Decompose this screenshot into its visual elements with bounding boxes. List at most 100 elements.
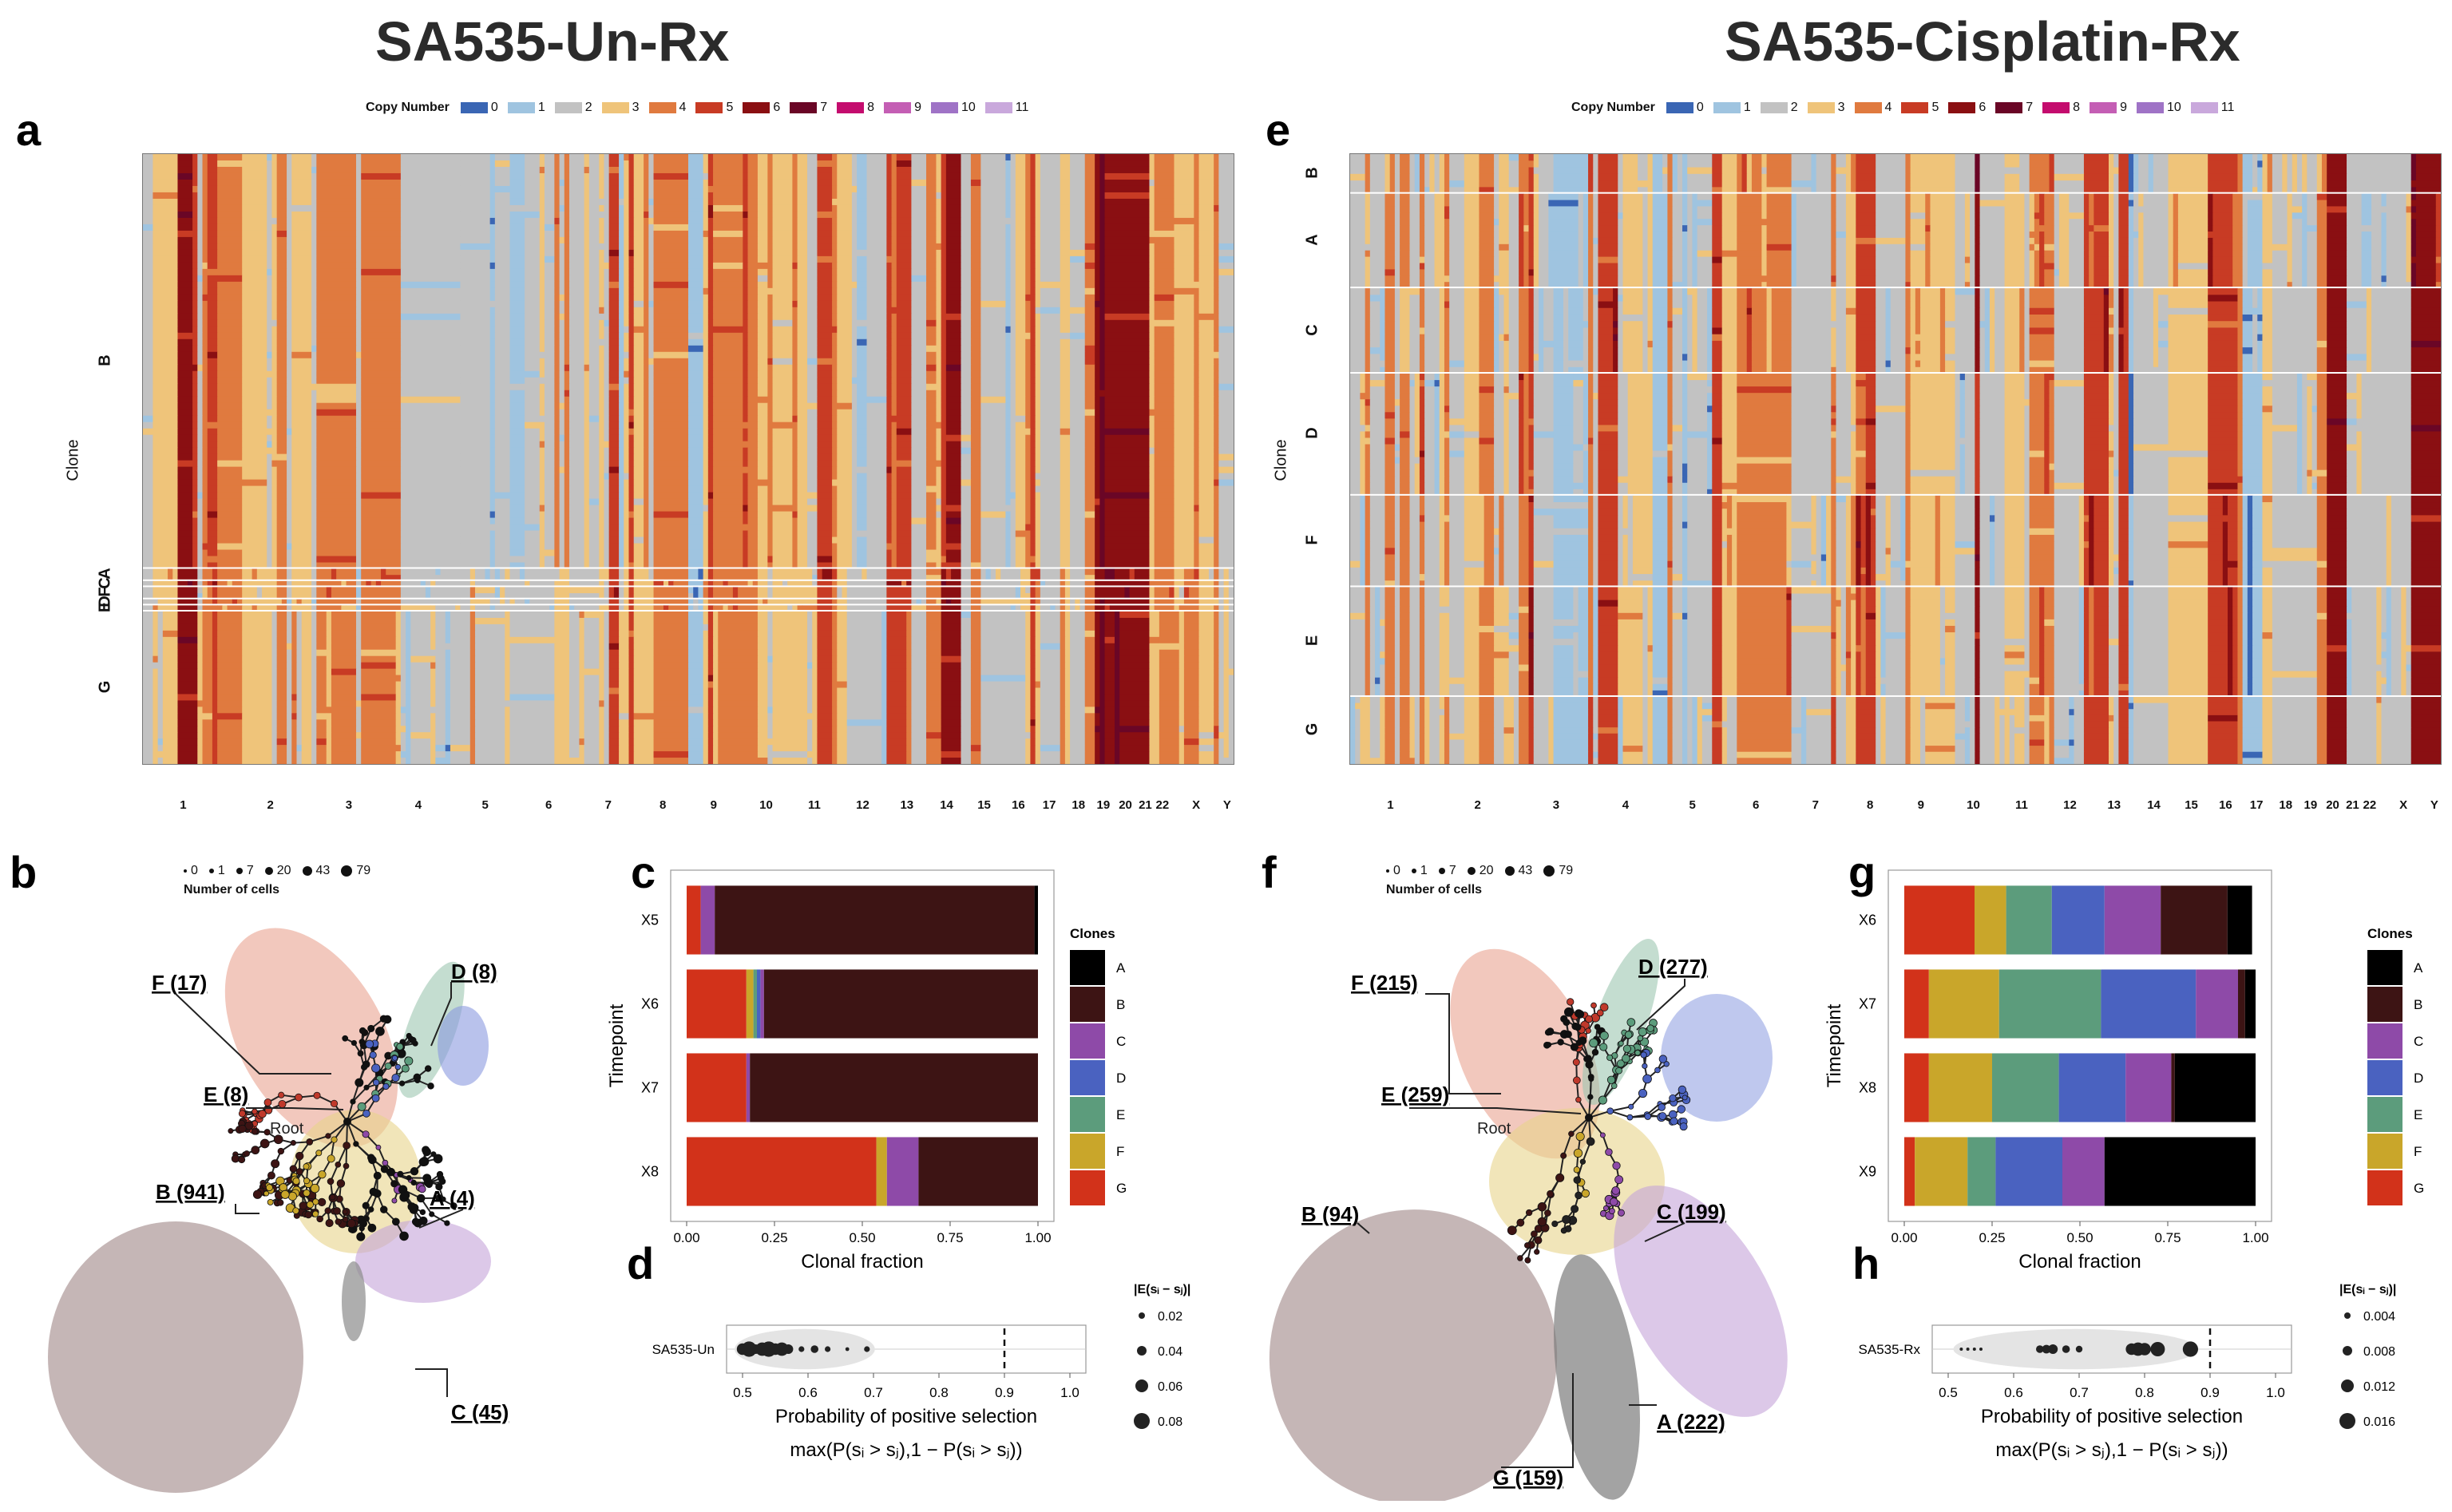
tree-legend-right: 0 1 7 20 43 79 Number of cells xyxy=(1386,864,1573,897)
tree-node xyxy=(263,1129,271,1136)
tree-node xyxy=(1579,1158,1586,1165)
x-tick-label: 0.75 xyxy=(2154,1230,2181,1245)
tree-node xyxy=(1524,1242,1531,1249)
tree-node xyxy=(1557,1039,1564,1046)
tree-node xyxy=(401,1190,410,1200)
selection-plot-d: SA535-Un 0.5 0.6 0.7 0.8 0.9 1.0 Probability of… xyxy=(652,1283,1191,1461)
tree-node xyxy=(362,1060,370,1068)
category-label: X5 xyxy=(641,912,659,928)
tree-node xyxy=(1555,1173,1565,1182)
copy-number-level-label: 11 xyxy=(2220,101,2235,114)
selection-point xyxy=(2036,1345,2044,1353)
x-tick-label: 0.5 xyxy=(733,1385,752,1400)
clones-legend-label: E xyxy=(1116,1107,1125,1122)
copy-number-swatch-1 xyxy=(1713,102,1741,113)
selection-point xyxy=(2062,1345,2070,1353)
selection-point xyxy=(1966,1348,1970,1351)
size-legend-title: |E(sᵢ − sⱼ)| xyxy=(2339,1283,2396,1296)
bar-segment-X6-D xyxy=(2051,885,2105,955)
bar-segment-X7-C xyxy=(2196,969,2238,1039)
tree-label-B: B (94) xyxy=(1301,1202,1359,1226)
tree-node xyxy=(238,1156,246,1164)
clone-region-D xyxy=(1661,994,1773,1122)
tree-node xyxy=(1669,1094,1677,1102)
tree-node xyxy=(348,1226,355,1233)
tree-node xyxy=(1573,1148,1583,1158)
tree-size-label: 0 xyxy=(191,864,198,877)
clones-legend-swatch-F xyxy=(2367,1134,2402,1169)
y-axis-label: Timepoint xyxy=(1824,1003,1845,1087)
title-left: SA535-Un-Rx xyxy=(375,10,730,73)
bar-segment-X9-F xyxy=(1915,1137,1968,1206)
tree-node xyxy=(1611,1186,1620,1195)
tree-node xyxy=(1560,1227,1567,1234)
x-axis-formula: max(P(sᵢ > sⱼ),1 − P(sᵢ > sⱼ)) xyxy=(1995,1439,2228,1461)
heatmap-clone-block-G xyxy=(1350,696,2441,764)
tree-size-label: 43 xyxy=(315,864,331,877)
copy-number-swatch-5 xyxy=(695,102,723,113)
tree-node xyxy=(251,1128,258,1135)
clone-region-F xyxy=(224,928,398,1148)
clones-legend-label: D xyxy=(2414,1071,2423,1086)
chromosome-label: Y xyxy=(1222,798,1231,812)
tree-node xyxy=(1551,1220,1559,1228)
tree-node xyxy=(1598,1095,1607,1105)
tree-node xyxy=(1575,1039,1583,1046)
tree-node xyxy=(1562,1215,1571,1224)
heatmap-clone-block-A xyxy=(1350,193,2441,289)
bar-segment-X5-A xyxy=(1034,885,1038,955)
x-tick-label: 0.6 xyxy=(798,1385,818,1400)
clone-label-A: A xyxy=(1303,234,1321,246)
copy-number-swatch-6 xyxy=(743,102,770,113)
panel-label-c: c xyxy=(631,847,656,897)
clonal-fraction-chart-c: X5 X6 X7 X8 0.00 0.25 0.50 0.75 1.00 Clonal fract… xyxy=(606,869,1127,1273)
tree-node xyxy=(358,1225,365,1232)
tree-size-label: 20 xyxy=(276,864,291,877)
bar-segment-X6-G xyxy=(1904,885,1975,955)
tree-node xyxy=(342,1216,349,1223)
size-legend-label: 0.004 xyxy=(2363,1310,2395,1324)
chromosome-label: 15 xyxy=(2185,798,2198,812)
category-label: SA535-Un xyxy=(652,1342,715,1357)
size-legend-label: 0.012 xyxy=(2363,1380,2395,1394)
tree-size-label: 79 xyxy=(356,864,371,877)
tree-node xyxy=(1644,1113,1652,1120)
copy-number-level-label: 0 xyxy=(490,101,498,114)
copy-number-level-label: 8 xyxy=(2073,101,2081,114)
selection-point xyxy=(1972,1348,1976,1351)
tree-node xyxy=(277,1199,284,1206)
chromosome-label: 7 xyxy=(604,798,612,812)
tree-node xyxy=(363,1215,370,1222)
tree-node xyxy=(363,1084,370,1090)
tree-node xyxy=(238,1124,247,1134)
tree-node xyxy=(384,1062,392,1070)
chromosome-label: 10 xyxy=(759,798,773,812)
tree-node xyxy=(238,1110,246,1118)
tree-node xyxy=(271,1159,280,1169)
tree-node xyxy=(362,1130,370,1138)
tree-node xyxy=(1590,1002,1597,1009)
tree-node xyxy=(1638,1027,1647,1037)
tree-node xyxy=(371,1094,380,1102)
tree-node xyxy=(1622,1044,1631,1053)
tree-node xyxy=(391,1073,400,1083)
tree-node xyxy=(1626,1114,1634,1121)
tree-node xyxy=(350,1098,356,1105)
bar-segment-X6-E xyxy=(753,969,757,1039)
size-legend-label: 0.06 xyxy=(1158,1380,1182,1394)
bar-segment-X7-C xyxy=(746,1053,751,1122)
heatmap-left xyxy=(142,153,1234,765)
tree-node xyxy=(295,1151,304,1161)
selection-point xyxy=(2150,1342,2165,1356)
tree-label-E: E (259) xyxy=(1381,1083,1449,1106)
tree-node xyxy=(244,1150,250,1157)
tree-node xyxy=(1670,1117,1678,1126)
heatmap-clone-block-F xyxy=(143,587,1234,600)
tree-size-dot xyxy=(1386,869,1389,873)
copy-number-swatch-4 xyxy=(648,102,676,113)
copy-number-legend-left: Copy Number 0 1 2 3 4 5 6 7 8 9 10 11 xyxy=(366,101,1028,115)
tree-node xyxy=(375,1027,385,1036)
size-legend-dot xyxy=(1135,1379,1148,1392)
bar-segment-X7-F xyxy=(1928,969,1999,1039)
clones-legend-label: A xyxy=(1116,960,1126,976)
